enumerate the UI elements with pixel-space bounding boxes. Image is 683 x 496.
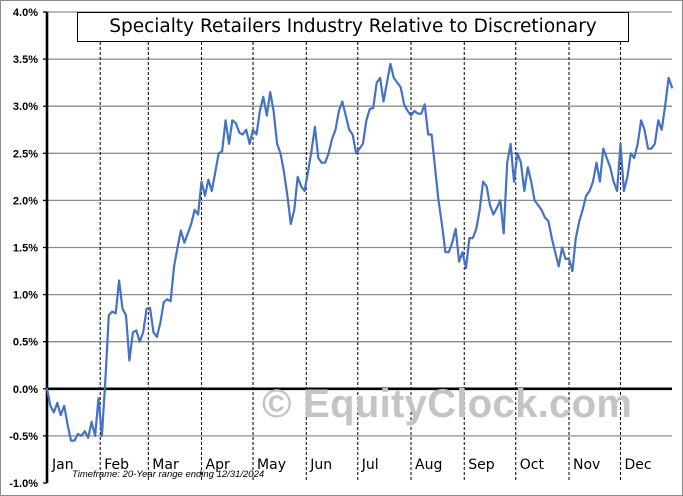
series-line	[45, 62, 674, 442]
y-tick-label: 3.0%	[13, 101, 38, 113]
y-tick-label: 0.0%	[13, 384, 38, 396]
y-tick-label: 1.5%	[13, 243, 38, 255]
x-month-label: Jan	[51, 457, 74, 473]
timeframe-annotation: Timeframe: 20-Year range ending 12/31/20…	[72, 469, 265, 480]
chart-title: Specialty Retailers Industry Relative to…	[109, 16, 597, 37]
y-tick-label: 4.0%	[13, 7, 38, 19]
x-month-label: Jun	[309, 457, 332, 473]
y-axis: 4.0% 3.5% 3.0% 2.5% 2.0% 1.5% 1.0% 0.5% 0.0% -0.5…	[9, 7, 49, 490]
x-month-label: Sep	[468, 457, 495, 473]
x-month-label: Apr	[206, 457, 230, 473]
y-tick-label: 0.5%	[13, 337, 38, 349]
chart-title-box: Specialty Retailers Industry Relative to…	[77, 12, 629, 42]
y-tick-label: 2.5%	[13, 148, 38, 160]
x-month-label: Dec	[624, 457, 651, 473]
x-month-label: Feb	[104, 457, 129, 473]
y-tick-label: 3.5%	[13, 54, 38, 66]
x-month-label: Mar	[152, 457, 179, 473]
watermark: © EquityClock.com	[262, 382, 633, 426]
y-tick-label: -0.5%	[9, 431, 38, 443]
y-tick-label: -1.0%	[9, 478, 38, 490]
y-tick-label: 2.0%	[13, 195, 38, 207]
x-month-label: Nov	[573, 457, 600, 473]
x-month-label: Oct	[520, 457, 545, 473]
x-month-label: Aug	[415, 457, 442, 473]
x-month-label: Jul	[361, 457, 379, 473]
y-tick-label: 1.0%	[13, 290, 38, 302]
x-month-label: May	[257, 457, 286, 473]
x-axis-month-labels: Jan Feb Mar Apr May Jun Jul Aug Sep Oct Nov Dec	[51, 457, 652, 473]
